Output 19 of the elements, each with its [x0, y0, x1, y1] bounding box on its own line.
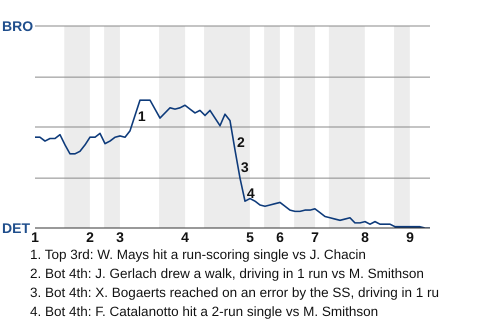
- x-tick-label: 1: [31, 228, 40, 245]
- annotation: 2: [236, 132, 245, 151]
- x-tick-label: 4: [181, 228, 190, 245]
- text: 3. Bot 4th: X. Bogaerts reached on an error by the SS, driving in 1 ru: [30, 284, 439, 302]
- annotation: 4: [246, 184, 255, 202]
- x-tick-label: 7: [311, 228, 320, 245]
- text: DET: [2, 219, 30, 237]
- text: 2. Bot 4th: J. Gerlach drew a walk, driving in 1 run vs M. Smithson: [30, 265, 425, 283]
- x-tick-label: 2: [86, 228, 94, 245]
- x-tick-label: 9: [406, 228, 414, 245]
- x-tick-label: 6: [276, 228, 284, 245]
- x-tick-label: 5: [246, 228, 254, 245]
- text: 4. Bot 4th: F. Catalanotto hit a 2-run single vs M. Smithson: [30, 303, 380, 320]
- x-tick-label: 3: [116, 228, 124, 245]
- annotation: 1: [138, 107, 146, 126]
- x-tick-label: 8: [361, 228, 370, 245]
- annotation: 3: [240, 158, 249, 176]
- text: BRO: [2, 17, 34, 35]
- text: 1. Top 3rd: W. Mays hit a run-scoring single vs J. Chacin: [30, 246, 367, 264]
